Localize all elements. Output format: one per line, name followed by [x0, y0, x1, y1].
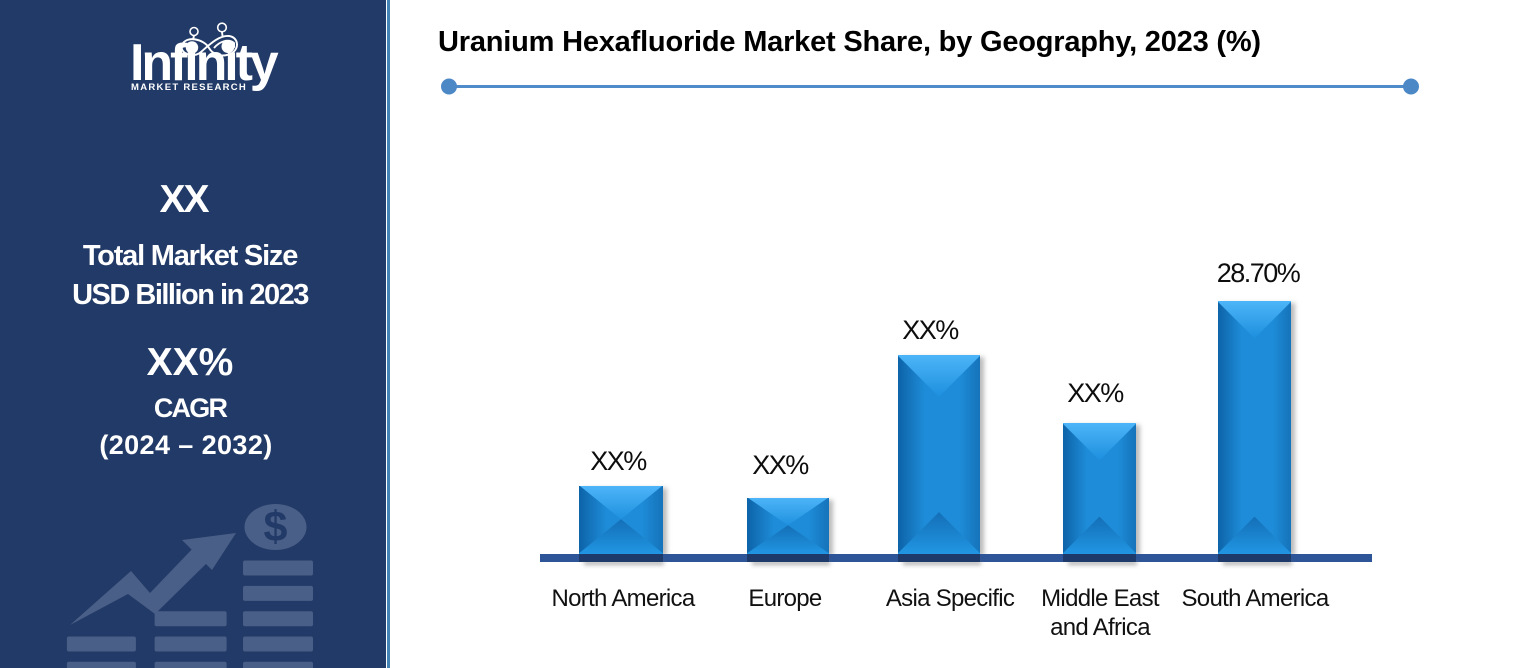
svg-text:MARKET RESEARCH: MARKET RESEARCH	[131, 82, 247, 93]
svg-text:$: $	[264, 503, 288, 551]
